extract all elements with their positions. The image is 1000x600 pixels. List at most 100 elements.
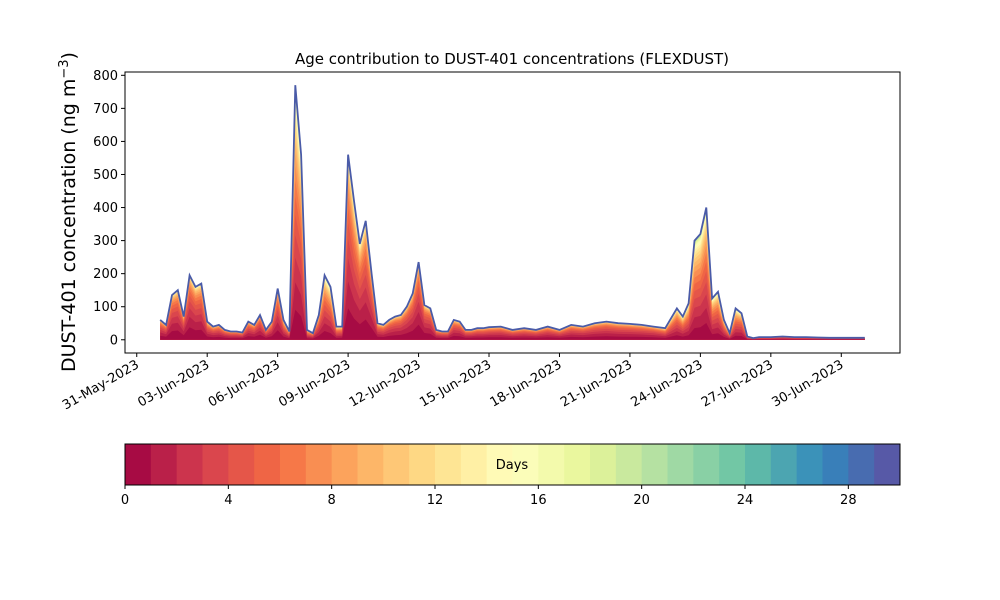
age-layer-15 — [160, 100, 865, 340]
age-layer-7 — [160, 166, 865, 340]
colorbar-tick-label: 4 — [224, 493, 232, 508]
x-tick-label: 12-Jun-2023 — [347, 357, 424, 410]
colorbar-bin — [228, 444, 255, 485]
age-layer-14 — [160, 104, 865, 340]
age-layer-1 — [160, 281, 865, 340]
colorbar-label: Days — [496, 458, 529, 473]
age-layer-28 — [160, 85, 865, 340]
colorbar-bin — [280, 444, 307, 485]
colorbar-tick-label: 24 — [737, 493, 754, 508]
colorbar-tick-label: 12 — [427, 493, 444, 508]
colorbar-bin — [357, 444, 384, 485]
age-layer-20 — [160, 88, 865, 340]
colorbar-bin — [125, 444, 152, 485]
colorbar: Days 0 4 8 12 16 20 24 28 — [121, 443, 901, 508]
colorbar-bin — [745, 444, 772, 485]
colorbar-ticks: 0 4 8 12 16 20 24 28 — [121, 485, 857, 508]
colorbar-bin — [693, 444, 720, 485]
colorbar-bin — [409, 444, 436, 485]
y-axis-ticks: 0 100 200 300 400 500 600 700 800 — [93, 69, 125, 348]
colorbar-bin — [564, 444, 591, 485]
age-layer-6 — [160, 180, 865, 340]
plot-frame — [124, 71, 901, 354]
colorbar-bin — [202, 444, 229, 485]
x-tick-label: 27-Jun-2023 — [699, 357, 776, 410]
age-layer-24 — [160, 85, 865, 340]
age-layer-17 — [160, 93, 865, 340]
colorbar-bin — [486, 444, 513, 485]
colorbar-frame — [124, 443, 901, 486]
y-tick-label: 800 — [93, 69, 118, 84]
total-concentration-line — [159, 85, 865, 340]
age-layer-19 — [160, 89, 865, 340]
colorbar-bin — [512, 444, 539, 485]
colorbar-tick-label: 20 — [633, 493, 650, 508]
x-tick-label: 09-Jun-2023 — [276, 357, 353, 410]
age-layer-4 — [160, 214, 865, 340]
colorbar-bin — [383, 444, 410, 485]
age-layer-26 — [160, 85, 865, 340]
age-layer-5 — [160, 196, 865, 340]
plot-area: 0 100 200 300 400 500 600 700 800 31-May-202303-… — [60, 69, 901, 413]
age-layer-10 — [160, 132, 865, 340]
x-tick-label: 24-Jun-2023 — [629, 357, 706, 410]
x-tick-label: 18-Jun-2023 — [488, 357, 565, 410]
colorbar-bin — [538, 444, 565, 485]
x-tick-label: 21-Jun-2023 — [558, 357, 635, 410]
age-layer-9 — [160, 142, 865, 340]
colorbar-bin — [435, 444, 462, 485]
stacked-age-layers — [160, 85, 865, 340]
y-tick-label: 100 — [93, 300, 118, 315]
colorbar-bin — [590, 444, 617, 485]
y-tick-label: 300 — [93, 234, 118, 249]
x-tick-label: 03-Jun-2023 — [135, 357, 212, 410]
y-tick-label: 500 — [93, 168, 118, 183]
age-layer-18 — [160, 91, 865, 340]
x-axis-ticks: 31-May-202303-Jun-202306-Jun-202309-Jun-… — [60, 353, 846, 413]
colorbar-bin — [254, 444, 281, 485]
colorbar-bin — [719, 444, 746, 485]
colorbar-bin — [770, 444, 798, 485]
age-layer-21 — [160, 87, 865, 340]
colorbar-bin — [822, 444, 849, 485]
age-layer-0 — [160, 308, 865, 340]
colorbar-bin — [460, 444, 488, 485]
colorbar-tick-label: 16 — [530, 493, 547, 508]
age-layer-13 — [160, 110, 865, 340]
colorbar-bin — [305, 444, 333, 485]
colorbar-bin — [615, 444, 643, 485]
age-layer-8 — [160, 153, 865, 340]
age-layer-11 — [160, 123, 865, 340]
colorbar-bin — [176, 444, 203, 485]
colorbar-bin — [796, 444, 823, 485]
colorbar-bin — [331, 444, 358, 485]
colorbar-tick-label: 8 — [328, 493, 336, 508]
chart-title: Age contribution to DUST-401 concentrati… — [295, 50, 729, 68]
colorbar-bins — [125, 444, 901, 485]
age-layer-25 — [160, 85, 865, 340]
y-axis-label: DUST-401 concentration (ng m−3) — [57, 52, 81, 372]
y-tick-label: 700 — [93, 102, 118, 117]
age-layer-22 — [160, 86, 865, 340]
age-layer-27 — [160, 85, 865, 340]
y-tick-label: 0 — [110, 333, 118, 348]
colorbar-bin — [667, 444, 694, 485]
age-layer-12 — [160, 116, 865, 340]
y-tick-label: 400 — [93, 201, 118, 216]
colorbar-bin — [848, 444, 875, 485]
colorbar-bin — [874, 444, 901, 485]
colorbar-bin — [641, 444, 668, 485]
y-tick-label: 200 — [93, 267, 118, 282]
age-layer-16 — [160, 96, 865, 340]
x-tick-label: 15-Jun-2023 — [417, 357, 494, 410]
y-tick-label: 600 — [93, 135, 118, 150]
colorbar-bin — [150, 444, 178, 485]
colorbar-tick-label: 0 — [121, 493, 129, 508]
colorbar-tick-label: 28 — [840, 493, 857, 508]
age-layer-29 — [160, 85, 865, 340]
age-layer-23 — [160, 85, 865, 340]
age-layer-3 — [160, 235, 865, 340]
x-tick-label: 30-Jun-2023 — [769, 357, 846, 410]
x-tick-label: 06-Jun-2023 — [206, 357, 283, 410]
